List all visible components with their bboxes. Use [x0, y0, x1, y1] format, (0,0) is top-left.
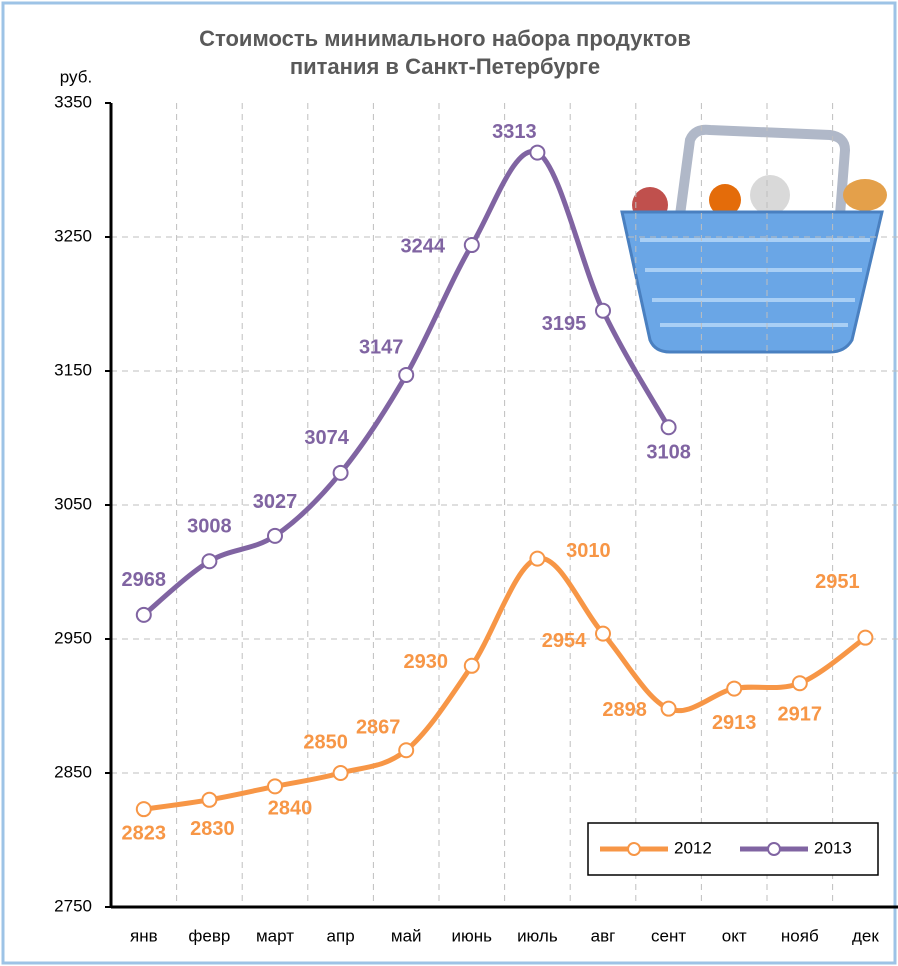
- x-tick-label: дек: [852, 926, 879, 945]
- data-label: 3244: [401, 235, 446, 257]
- y-tick-label: 2750: [54, 896, 92, 915]
- point: [791, 675, 808, 692]
- point: [332, 765, 349, 781]
- data-label: 3010: [566, 540, 611, 562]
- y-tick-label: 3150: [54, 360, 92, 379]
- data-label: 3195: [542, 313, 587, 335]
- data-label: 2968: [122, 569, 167, 591]
- chart-title: Стоимость минимального набора продуктов: [199, 26, 691, 51]
- point: [595, 625, 611, 642]
- point: [135, 801, 152, 818]
- x-tick-label: янв: [130, 926, 158, 945]
- data-label: 2898: [602, 699, 647, 721]
- data-label: 3074: [304, 427, 349, 449]
- point: [529, 550, 546, 567]
- x-tick-label: февр: [188, 926, 230, 945]
- legend-label: 2013: [814, 838, 852, 857]
- point: [267, 527, 283, 544]
- data-label: 2917: [778, 704, 823, 726]
- x-tick-label: нояб: [781, 926, 819, 945]
- y-axis-label: руб.: [60, 67, 92, 86]
- data-label: 3027: [253, 491, 298, 513]
- point: [201, 791, 218, 808]
- y-tick-label: 2950: [54, 628, 92, 647]
- point: [398, 742, 415, 759]
- point: [660, 700, 677, 717]
- point: [857, 629, 874, 646]
- point: [267, 778, 283, 795]
- basket: [620, 124, 887, 354]
- point: [595, 302, 611, 319]
- chart-title: питания в Санкт-Петербурге: [290, 54, 600, 79]
- point: [201, 553, 218, 570]
- y-tick-label: 2850: [54, 762, 92, 781]
- x-tick-label: март: [256, 926, 294, 945]
- y-tick-label: 3350: [54, 92, 92, 111]
- data-label: 3108: [646, 442, 691, 464]
- x-tick-label: авг: [591, 926, 616, 945]
- data-label: 2850: [303, 731, 348, 753]
- data-label: 2954: [542, 630, 587, 652]
- data-label: 2840: [268, 798, 313, 820]
- point: [135, 606, 152, 623]
- data-label: 2867: [356, 717, 401, 739]
- legend-marker: [627, 842, 641, 856]
- legend-marker: [767, 842, 781, 856]
- data-label: 3313: [492, 121, 537, 143]
- point: [463, 657, 480, 674]
- x-tick-label: сент: [651, 926, 686, 945]
- point: [463, 237, 480, 254]
- point: [660, 419, 677, 436]
- data-label: 3008: [187, 516, 232, 538]
- point: [529, 144, 546, 161]
- legend-label: 2012: [674, 838, 712, 857]
- point: [398, 367, 415, 384]
- data-label: 2823: [122, 822, 167, 844]
- data-label: 2913: [712, 712, 757, 734]
- point: [726, 680, 743, 697]
- data-label: 2951: [815, 571, 860, 593]
- x-tick-label: июнь: [452, 926, 493, 945]
- y-tick-label: 3050: [54, 494, 92, 513]
- data-label: 2930: [404, 651, 449, 673]
- x-tick-label: апр: [327, 926, 355, 945]
- x-tick-label: май: [391, 926, 422, 945]
- y-tick-label: 3250: [54, 226, 92, 245]
- data-label: 2830: [190, 818, 235, 840]
- data-label: 3147: [359, 336, 404, 358]
- series-line: [142, 148, 671, 617]
- x-tick-label: июль: [517, 926, 558, 945]
- x-tick-label: окт: [722, 926, 747, 945]
- point: [332, 464, 349, 481]
